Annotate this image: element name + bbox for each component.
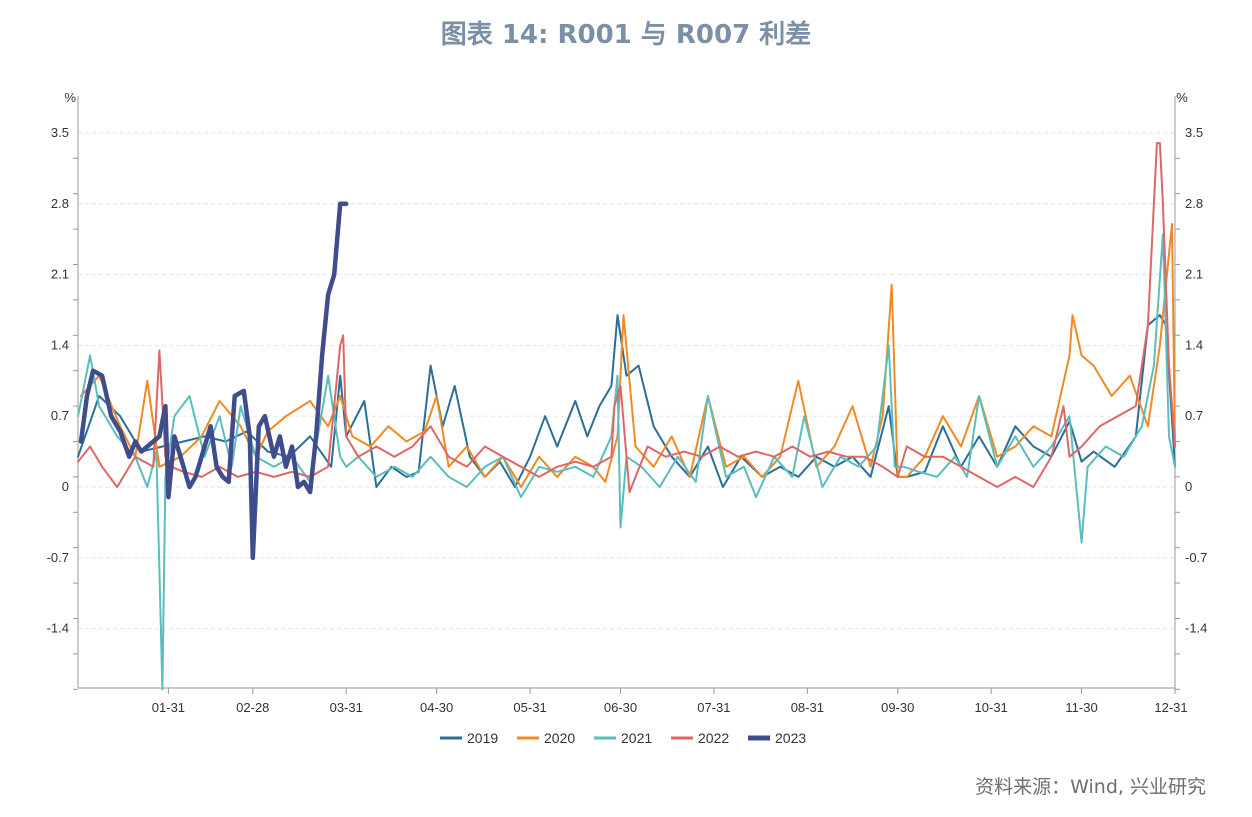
legend-label-2022: 2022 <box>698 730 729 746</box>
y-tick-label-left: 3.5 <box>51 125 69 140</box>
series-line-2023 <box>78 201 349 561</box>
x-tick-label: 07-31 <box>697 700 730 715</box>
chart-title: 图表 14: R001 与 R007 利差 <box>440 20 812 50</box>
y-tick-label-right: -0.7 <box>1185 550 1207 565</box>
x-tick-label: 12-31 <box>1154 700 1187 715</box>
series-line-2021 <box>77 233 1176 691</box>
x-tick-label: 11-30 <box>1065 700 1097 715</box>
legend-label-2019: 2019 <box>467 730 498 746</box>
y-tick-label-left: 2.1 <box>51 267 69 282</box>
y-unit-right: % <box>1176 90 1188 105</box>
y-tick-label-right: 1.4 <box>1185 337 1203 352</box>
x-tick-label: 09-30 <box>881 700 914 715</box>
y-tick-label-right: 3.5 <box>1185 125 1203 140</box>
x-tick-label: 08-31 <box>791 700 824 715</box>
y-tick-label-right: 2.1 <box>1185 267 1203 282</box>
y-tick-label-left: 1.4 <box>51 337 69 352</box>
series-line-2020 <box>80 223 1176 488</box>
y-unit-left: % <box>64 90 76 105</box>
x-tick-label: 05-31 <box>513 700 546 715</box>
series-layer <box>77 142 1176 691</box>
y-tick-label-right: 2.8 <box>1185 196 1203 211</box>
x-tick-label: 02-28 <box>236 700 269 715</box>
y-tick-label-left: 0.7 <box>51 408 69 423</box>
x-tick-label: 03-31 <box>330 700 363 715</box>
y-tick-label-left: -1.4 <box>47 621 69 636</box>
grid-layer <box>78 132 1175 630</box>
y-tick-label-left: -0.7 <box>47 550 69 565</box>
source-note: 资料来源：Wind, 兴业研究 <box>975 776 1206 798</box>
x-tick-label: 01-31 <box>152 700 185 715</box>
axis-layer: 3.5 3.5 2.8 2.8 2.1 2.1 1.4 1.4 0.7 0.7 0 0 -0.7 -0.7… <box>47 90 1208 715</box>
y-tick-label-right: -1.4 <box>1185 621 1207 636</box>
y-tick-label-right: 0.7 <box>1185 408 1203 423</box>
y-tick-label-right: 0 <box>1185 479 1192 494</box>
x-tick-label: 06-30 <box>604 700 637 715</box>
legend: 2019 2020 2021 2022 2023 <box>440 730 806 746</box>
y-tick-label-left: 0 <box>62 479 69 494</box>
legend-label-2023: 2023 <box>775 730 806 746</box>
x-tick-label: 04-30 <box>420 700 453 715</box>
series-line-2022 <box>77 142 1176 494</box>
legend-label-2020: 2020 <box>544 730 575 746</box>
y-tick-label-left: 2.8 <box>51 196 69 211</box>
x-tick-label: 10-31 <box>975 700 1008 715</box>
legend-label-2021: 2021 <box>621 730 652 746</box>
